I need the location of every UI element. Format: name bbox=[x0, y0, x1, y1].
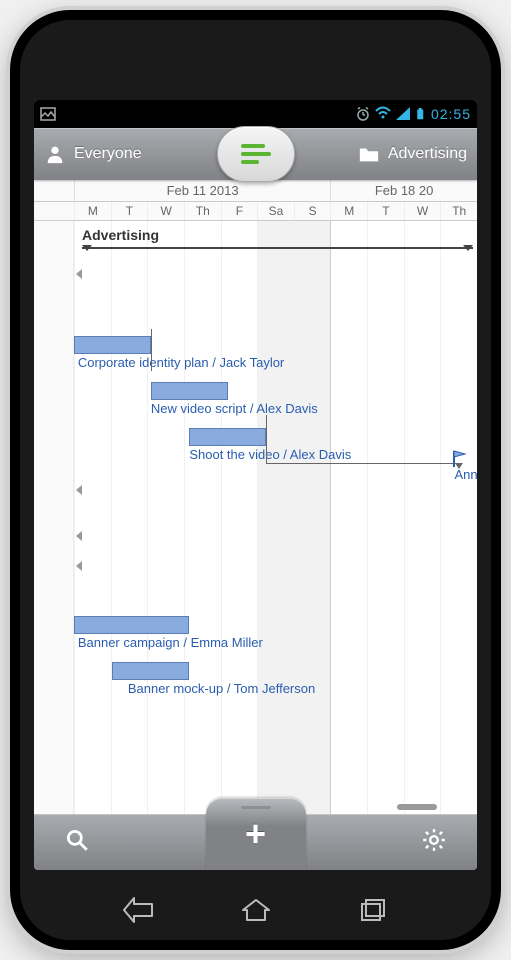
task-bar[interactable] bbox=[112, 662, 189, 680]
day-label: W bbox=[404, 202, 441, 220]
gantt-gutter bbox=[34, 221, 74, 814]
android-home-button[interactable] bbox=[239, 896, 273, 924]
gantt-column bbox=[367, 221, 404, 814]
settings-button[interactable] bbox=[421, 827, 447, 858]
gear-icon bbox=[421, 827, 447, 853]
gantt-column bbox=[404, 221, 441, 814]
menu-button[interactable] bbox=[217, 126, 295, 182]
collapse-caret-icon[interactable] bbox=[76, 269, 82, 279]
day-label: Th bbox=[184, 202, 221, 220]
plus-icon: + bbox=[245, 816, 266, 852]
gantt-column bbox=[330, 221, 367, 814]
dependency-line bbox=[151, 329, 152, 371]
milestone[interactable] bbox=[451, 449, 467, 467]
signal-icon bbox=[395, 106, 411, 122]
group-label: Advertising bbox=[82, 227, 159, 243]
gantt-column bbox=[294, 221, 331, 814]
group-summary-bar bbox=[82, 245, 473, 251]
gantt-column bbox=[257, 221, 294, 814]
picture-icon bbox=[40, 106, 56, 122]
day-label: M bbox=[330, 202, 367, 220]
group-header[interactable]: Advertising bbox=[34, 221, 477, 245]
week-label: Feb 11 2013 bbox=[74, 180, 330, 201]
day-label: Sa bbox=[257, 202, 294, 220]
task-bar[interactable] bbox=[74, 616, 189, 634]
week-label: Feb 18 20 bbox=[330, 180, 477, 201]
gantt-column bbox=[440, 221, 477, 814]
day-header-row: MTWThFSaSMTWTh bbox=[34, 202, 477, 221]
add-button[interactable]: + bbox=[206, 798, 306, 870]
task-row: Banner campaign / Emma Miller bbox=[34, 613, 477, 637]
day-label: T bbox=[367, 202, 404, 220]
folder-icon bbox=[358, 143, 380, 165]
day-label: M bbox=[74, 202, 111, 220]
battery-icon bbox=[415, 106, 427, 122]
android-nav-bar bbox=[20, 890, 491, 930]
filter-project-label: Advertising bbox=[388, 145, 467, 163]
dependency-line bbox=[266, 463, 458, 464]
task-label[interactable]: Shoot the video / Alex Davis bbox=[189, 447, 351, 462]
collapse-caret-icon[interactable] bbox=[76, 485, 82, 495]
task-row: Banner mock-up / Tom Jefferson bbox=[34, 659, 477, 683]
gantt-column bbox=[111, 221, 148, 814]
task-bar[interactable] bbox=[74, 336, 151, 354]
phone-frame: 02:55 Everyone Advertising bbox=[10, 10, 501, 950]
filter-everyone-label: Everyone bbox=[74, 145, 142, 163]
menu-icon bbox=[241, 144, 271, 164]
gantt-column bbox=[221, 221, 258, 814]
day-label: F bbox=[221, 202, 258, 220]
wifi-icon bbox=[375, 106, 391, 122]
task-row: New video script / Alex Davis bbox=[34, 379, 477, 403]
week-header-row: Feb 11 2013Feb 18 20 bbox=[34, 180, 477, 202]
day-label: W bbox=[147, 202, 184, 220]
status-clock: 02:55 bbox=[431, 106, 471, 122]
alarm-icon bbox=[355, 106, 371, 122]
screen: 02:55 Everyone Advertising bbox=[34, 100, 477, 870]
day-label: S bbox=[294, 202, 331, 220]
android-recent-button[interactable] bbox=[356, 896, 390, 924]
day-label: T bbox=[111, 202, 148, 220]
task-label[interactable]: Corporate identity plan / Jack Taylor bbox=[78, 355, 284, 370]
gantt-chart[interactable]: Advertising Corporate identity plan / Ja… bbox=[34, 221, 477, 814]
task-bar[interactable] bbox=[151, 382, 228, 400]
search-button[interactable] bbox=[64, 827, 90, 858]
bottom-toolbar: + bbox=[34, 814, 477, 870]
task-label[interactable]: New video script / Alex Davis bbox=[151, 401, 318, 416]
top-toolbar: Everyone Advertising bbox=[34, 128, 477, 180]
search-icon bbox=[64, 827, 90, 853]
gantt-column bbox=[184, 221, 221, 814]
collapse-caret-icon[interactable] bbox=[76, 561, 82, 571]
scrollbar-handle[interactable] bbox=[397, 804, 437, 810]
person-icon bbox=[44, 143, 66, 165]
flag-icon bbox=[451, 449, 467, 467]
task-bar[interactable] bbox=[189, 428, 266, 446]
collapse-caret-icon[interactable] bbox=[76, 531, 82, 541]
day-label: Th bbox=[440, 202, 477, 220]
gantt-column bbox=[147, 221, 184, 814]
task-label[interactable]: Banner campaign / Emma Miller bbox=[78, 635, 263, 650]
gantt-column bbox=[74, 221, 111, 814]
phone-inner: 02:55 Everyone Advertising bbox=[20, 20, 491, 940]
task-label[interactable]: Banner mock-up / Tom Jefferson bbox=[128, 681, 315, 696]
dependency-line bbox=[266, 415, 267, 463]
android-back-button[interactable] bbox=[122, 896, 156, 924]
task-row: Corporate identity plan / Jack Taylor bbox=[34, 333, 477, 357]
status-bar: 02:55 bbox=[34, 100, 477, 128]
task-row: Shoot the video / Alex Davis bbox=[34, 425, 477, 449]
milestone-label: Annual Cor bbox=[455, 467, 478, 482]
